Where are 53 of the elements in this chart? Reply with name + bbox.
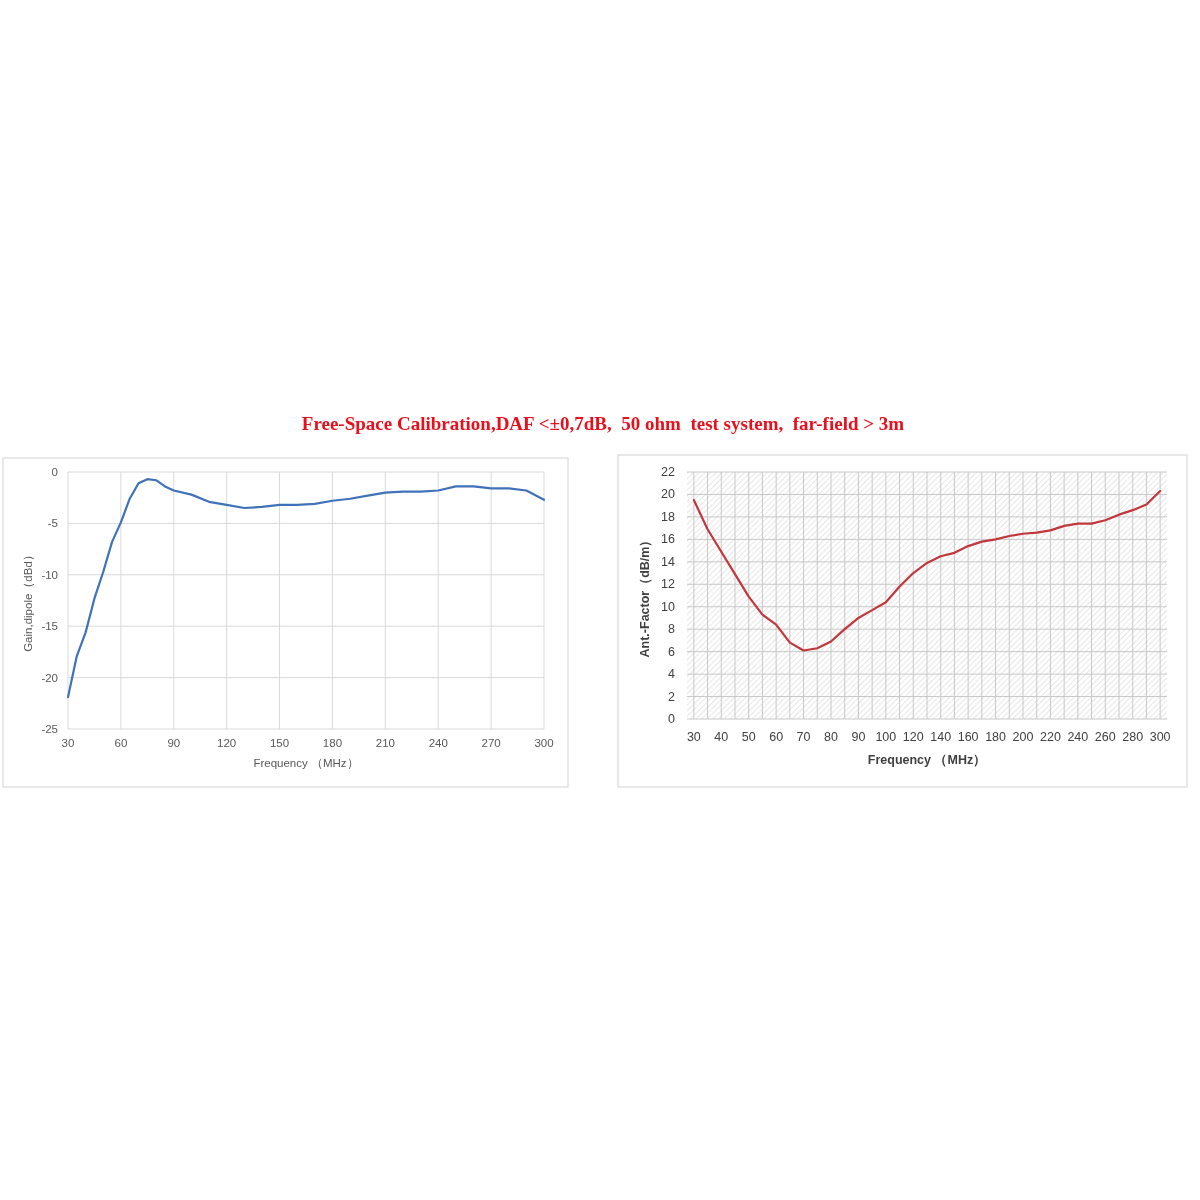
y-tick-label: 16 bbox=[661, 532, 676, 547]
x-tick-label: 120 bbox=[902, 730, 924, 744]
x-tick-label: 90 bbox=[167, 737, 181, 749]
y-tick-label: 14 bbox=[661, 554, 676, 569]
y-tick-label: -15 bbox=[41, 620, 58, 633]
y-tick-label: 8 bbox=[668, 622, 676, 637]
y-tick-label: -25 bbox=[41, 723, 58, 735]
x-tick-label: 40 bbox=[714, 730, 729, 744]
x-tick-label: 260 bbox=[1094, 730, 1116, 744]
x-tick-label: 240 bbox=[428, 737, 448, 749]
y-tick-label: -5 bbox=[47, 517, 58, 530]
y-tick-label: -20 bbox=[41, 671, 58, 684]
text: Free-Space Calibration,DAF <±0,7dB, 50 ohm test system, far-field > 3m bbox=[301, 413, 905, 434]
line-series bbox=[66, 478, 546, 699]
y-tick-label: 12 bbox=[661, 577, 676, 592]
x-tick-label: 30 bbox=[61, 737, 75, 749]
x-tick-label: 90 bbox=[851, 730, 866, 744]
line-series bbox=[692, 489, 1162, 652]
y-axis-title: Ant.-Factor（dB/m） bbox=[638, 533, 652, 658]
y-tick-label: -10 bbox=[41, 568, 58, 581]
x-tick-label: 60 bbox=[769, 730, 784, 744]
y-tick-label: 22 bbox=[661, 465, 676, 479]
y-tick-label: 4 bbox=[668, 667, 676, 682]
y-tick-label: 2 bbox=[668, 689, 676, 704]
x-tick-label: 200 bbox=[1012, 730, 1034, 744]
x-tick-label: 300 bbox=[534, 737, 554, 749]
x-tick-label: 140 bbox=[930, 730, 952, 744]
y-tick-label: 6 bbox=[668, 644, 676, 659]
x-tick-label: 70 bbox=[796, 730, 811, 744]
y-tick-label: 20 bbox=[661, 487, 676, 502]
x-tick-label: 120 bbox=[217, 737, 237, 749]
x-tick-label: 80 bbox=[824, 730, 838, 744]
x-tick-label: 30 bbox=[686, 730, 701, 744]
y-tick-label: 18 bbox=[661, 509, 676, 524]
x-tick-label: 60 bbox=[114, 737, 128, 749]
x-tick-label: 150 bbox=[269, 737, 290, 749]
x-tick-label: 270 bbox=[481, 737, 501, 749]
x-tick-label: 220 bbox=[1040, 730, 1061, 744]
y-axis-title: Gain,dipole（dBd） bbox=[22, 549, 35, 652]
x-tick-label: 210 bbox=[375, 737, 395, 749]
x-tick-label: 300 bbox=[1149, 730, 1171, 744]
x-tick-label: 180 bbox=[322, 737, 343, 749]
x-tick-label: 50 bbox=[741, 730, 756, 744]
y-tick-label: 0 bbox=[51, 466, 58, 478]
x-tick-label: 100 bbox=[875, 730, 897, 744]
x-axis-title: Frequency （MHz） bbox=[253, 757, 359, 770]
x-tick-label: 180 bbox=[985, 730, 1007, 744]
x-tick-label: 160 bbox=[957, 730, 979, 744]
x-axis-title: Frequency （MHz） bbox=[867, 753, 987, 767]
y-tick-label: 10 bbox=[661, 599, 676, 614]
x-tick-label: 280 bbox=[1122, 730, 1144, 744]
x-tick-label: 240 bbox=[1067, 730, 1089, 744]
y-tick-label: 0 bbox=[668, 712, 676, 726]
